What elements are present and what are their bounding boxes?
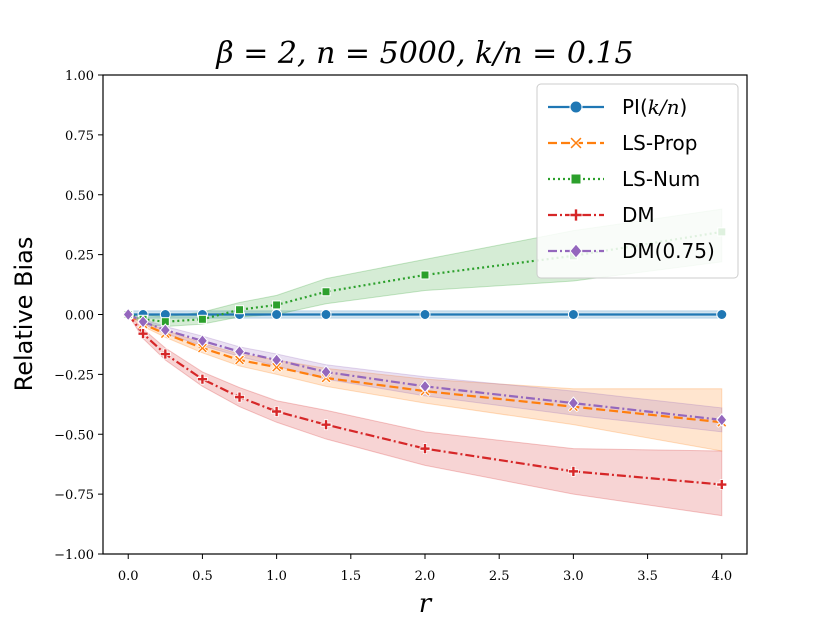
y-tick-label: −0.50 bbox=[54, 428, 94, 443]
point-ls-num bbox=[321, 287, 331, 297]
chart-title: β = 2, n = 5000, k/n = 0.15 bbox=[215, 36, 633, 71]
y-tick-label: −1.00 bbox=[54, 548, 94, 563]
y-tick-label: 0.50 bbox=[65, 189, 94, 204]
legend: PI(k/n) LS-Prop LS-Num DM DM(0.75) bbox=[536, 83, 739, 279]
point-dm-0-75 bbox=[159, 323, 171, 337]
point-dm bbox=[137, 328, 149, 340]
line-ls-num bbox=[127, 230, 722, 323]
point-ls-num bbox=[272, 300, 282, 310]
point-dm-0-75 bbox=[320, 365, 332, 379]
line-dm bbox=[127, 313, 722, 486]
y-axis-label: Relative Bias bbox=[10, 237, 38, 392]
point-ls-num bbox=[420, 270, 430, 280]
x-tick-label: 0.5 bbox=[192, 569, 213, 584]
y-axis: 1.00 0.75 0.50 0.25 0.00 −0.25 −0.50 −0.75 −1.00 bbox=[54, 69, 103, 563]
x-tick-label: 2.0 bbox=[415, 569, 436, 584]
point-dm bbox=[716, 479, 728, 490]
x-tick-label: 4.0 bbox=[711, 569, 732, 584]
point-dm-0-75 bbox=[567, 396, 580, 410]
legend-marker-ls-num bbox=[570, 173, 582, 185]
point-ls-prop bbox=[196, 342, 208, 354]
legend-label-pi-k-n: PI(k/n) bbox=[622, 95, 687, 119]
x-tick-label: 3.5 bbox=[637, 569, 658, 584]
y-tick-label: 1.00 bbox=[65, 69, 94, 84]
legend-label-dm: DM bbox=[622, 203, 655, 227]
x-axis: 0.0 0.5 1.0 1.5 2.0 2.5 3.0 3.5 4.0 bbox=[118, 554, 732, 584]
point-dm-0-75 bbox=[716, 413, 728, 427]
line-ls-prop bbox=[127, 313, 722, 424]
x-tick-label: 3.0 bbox=[563, 569, 584, 584]
point-dm bbox=[234, 391, 245, 403]
point-ls-num bbox=[235, 305, 245, 315]
point-dm bbox=[567, 465, 579, 477]
series-lines bbox=[127, 230, 722, 486]
point-dm bbox=[197, 373, 208, 385]
x-tick-label: 0.0 bbox=[118, 569, 139, 584]
line-dm-0-75 bbox=[127, 313, 722, 421]
point-dm bbox=[419, 443, 431, 455]
point-pi-k-n bbox=[320, 309, 332, 320]
point-dm-0-75 bbox=[137, 314, 149, 329]
point-dm bbox=[159, 348, 171, 360]
y-tick-label: −0.25 bbox=[54, 368, 94, 383]
x-tick-label: 1.0 bbox=[266, 569, 287, 584]
y-tick-label: −0.75 bbox=[54, 488, 94, 503]
y-tick-label: 0.25 bbox=[65, 249, 94, 264]
legend-marker-ls-prop bbox=[569, 136, 583, 150]
y-tick-label: 0.00 bbox=[65, 309, 94, 324]
point-pi-k-n bbox=[271, 309, 283, 320]
x-axis-label: r bbox=[419, 589, 433, 619]
point-dm-0-75 bbox=[233, 344, 246, 359]
point-dm-0-75 bbox=[419, 379, 431, 394]
legend-marker-dm-0-75 bbox=[569, 243, 583, 259]
y-tick-label: 0.75 bbox=[65, 129, 94, 144]
point-pi-k-n bbox=[419, 309, 431, 320]
point-pi-k-n bbox=[567, 309, 579, 320]
x-tick-label: 1.5 bbox=[340, 569, 361, 584]
point-dm-0-75 bbox=[270, 353, 283, 367]
legend-marker-dm bbox=[569, 208, 583, 222]
legend-label-ls-num: LS-Num bbox=[622, 167, 700, 191]
point-ls-prop bbox=[233, 354, 246, 366]
x-tick-label: 2.5 bbox=[489, 569, 510, 584]
point-dm-0-75 bbox=[122, 307, 134, 322]
point-dm bbox=[320, 419, 332, 431]
point-ls-prop bbox=[271, 361, 283, 373]
legend-marker-pi-k-n bbox=[569, 100, 583, 114]
point-pi-k-n bbox=[716, 309, 728, 320]
legend-label-ls-prop: LS-Prop bbox=[622, 131, 697, 155]
point-dm-0-75 bbox=[196, 334, 209, 348]
point-ls-num bbox=[197, 314, 207, 324]
point-dm bbox=[271, 406, 283, 417]
legend-label-dm-0-75: DM(0.75) bbox=[622, 239, 715, 263]
legend-box bbox=[536, 83, 739, 279]
